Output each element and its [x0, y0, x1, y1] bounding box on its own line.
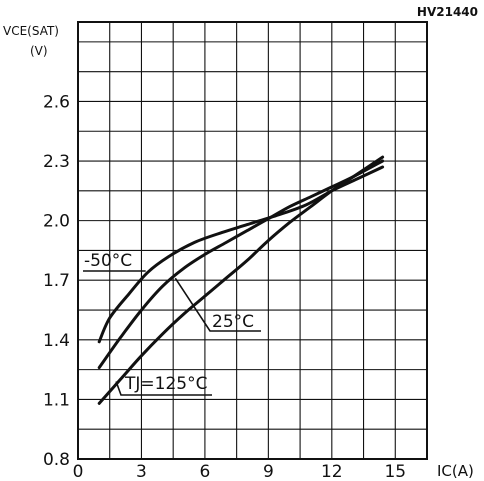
annotation-25-leader [174, 277, 261, 332]
gridlines [78, 22, 427, 459]
y-tick-label: 2.6 [43, 92, 70, 112]
y-tick-label: 2.0 [43, 212, 70, 232]
annotations: -50°C 25°C TJ=125°C [83, 251, 261, 396]
x-tick-label: 9 [263, 462, 274, 481]
annotation-25: 25°C [212, 312, 254, 332]
x-tick-label: 0 [73, 462, 84, 481]
series-125-curve [97, 155, 385, 405]
y-axis-label: VCE(SAT) [3, 24, 59, 38]
tick-labels: 0 3 6 9 12 15 0.8 1.1 1.4 1.7 2.0 2.3 2.6 [43, 92, 406, 481]
annotation-125-leader [115, 381, 212, 396]
x-axis-label: IC(A) [437, 462, 474, 480]
x-tick-label: 6 [199, 462, 210, 481]
annotation-125: TJ=125°C [124, 374, 207, 394]
y-tick-label: 1.7 [43, 271, 70, 291]
x-tick-label: 15 [384, 462, 406, 481]
series-25-curve [97, 159, 385, 370]
x-tick-label: 3 [136, 462, 147, 481]
plot-frame [77, 21, 428, 460]
y-tick-label: 1.1 [43, 390, 70, 410]
curves [97, 155, 385, 405]
annotation-minus50: -50°C [84, 251, 132, 271]
y-tick-label: 0.8 [43, 450, 70, 470]
y-axis-unit: (V) [30, 44, 48, 58]
y-tick-label: 2.3 [43, 152, 70, 172]
x-tick-label: 12 [321, 462, 343, 481]
y-tick-label: 1.4 [43, 331, 70, 351]
figure-code: HV21440 [417, 5, 478, 19]
